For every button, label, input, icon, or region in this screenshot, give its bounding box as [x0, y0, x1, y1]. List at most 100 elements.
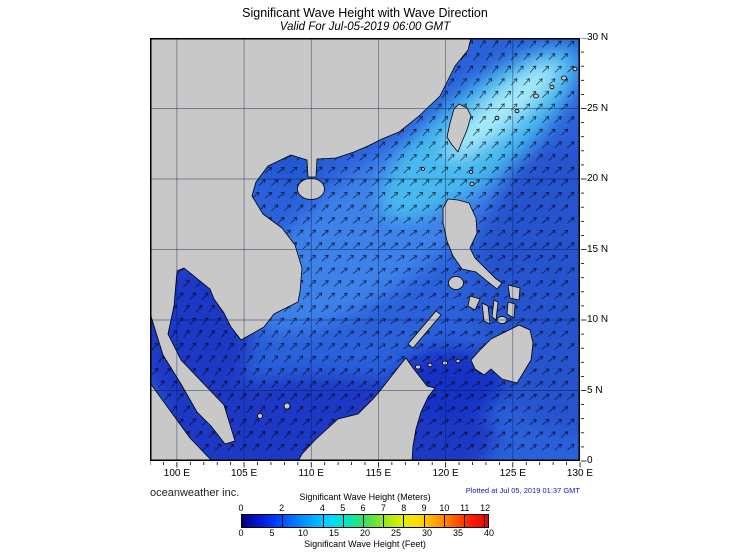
wave-arrow: [346, 330, 354, 337]
lon-tick-label: 110 E: [298, 468, 324, 479]
wave-arrow: [151, 342, 159, 350]
wave-arrow: [503, 267, 512, 274]
wave-arrow: [472, 406, 481, 413]
wave-arrow: [365, 166, 373, 174]
wave-arrow: [441, 115, 448, 124]
wave-arrow: [365, 242, 373, 249]
wave-arrow: [334, 280, 342, 287]
wave-arrow: [284, 355, 291, 363]
wave-arrow: [523, 78, 530, 86]
wave-arrow: [529, 242, 537, 249]
wave-arrow: [290, 443, 298, 451]
island-panay: [467, 295, 481, 311]
wave-arrow: [541, 343, 550, 350]
wave-arrow: [428, 444, 436, 451]
wave-arrow: [327, 393, 335, 401]
wave-arrow: [208, 304, 215, 313]
wave-arrow: [365, 368, 373, 375]
wave-arrow: [302, 342, 310, 350]
wave-arrow: [473, 52, 480, 61]
wave-arrow: [378, 242, 386, 249]
wave-arrow: [290, 368, 297, 376]
wave-arrow: [554, 292, 562, 300]
island-ryukyu-6: [572, 66, 578, 72]
lon-tick-label: 115 E: [365, 468, 392, 479]
wave-arrow: [359, 305, 367, 312]
wave-arrow: [466, 394, 474, 400]
wave-arrow: [542, 65, 549, 73]
wave-arrow: [447, 356, 456, 362]
wave-arrow: [296, 355, 304, 363]
wave-arrow: [517, 65, 524, 73]
wave-arrow: [567, 292, 575, 300]
wave-arrow: [548, 128, 556, 136]
wave-arrow: [246, 355, 253, 363]
wave-arrow: [453, 166, 461, 174]
wave-arrow: [497, 230, 506, 236]
colorbar-meters-scale: 0 2 4 5 6 7 8 9 10 11 12: [238, 503, 490, 514]
wave-arrow: [485, 179, 493, 186]
wave-arrow: [396, 356, 405, 362]
wave-arrow: [302, 292, 310, 300]
wave-arrow: [536, 53, 543, 61]
wave-arrow: [309, 355, 316, 363]
wave-arrow: [497, 204, 506, 211]
wave-arrow: [346, 355, 354, 363]
wave-arrow: [340, 217, 348, 224]
wave-arrow: [327, 242, 335, 249]
wave-arrow: [334, 330, 342, 338]
colorbar-divider: [342, 515, 344, 527]
wave-arrow: [560, 255, 569, 262]
island-sulu-4: [455, 358, 461, 364]
valid-time-subtitle: Valid For Jul-05-2019 06:00 GMT: [279, 21, 451, 33]
wave-arrow: [510, 103, 518, 111]
wave-arrow: [517, 40, 524, 48]
wave-arrow: [327, 267, 335, 275]
wave-arrow: [391, 141, 398, 149]
wave-arrow: [516, 242, 525, 249]
wave-arrow: [321, 254, 329, 262]
wave-arrow: [290, 317, 297, 325]
wave-arrow: [428, 368, 437, 375]
wave-arrow: [428, 394, 437, 400]
wave-arrow: [554, 40, 562, 48]
wave-arrow: [264, 166, 273, 174]
wave-arrow: [309, 305, 316, 313]
wave-arrow: [479, 166, 487, 174]
wave-arrow: [221, 380, 228, 388]
wave-arrow: [151, 368, 159, 376]
wave-arrow: [208, 431, 215, 439]
wave-arrow: [542, 191, 550, 199]
wave-arrow: [296, 204, 304, 212]
wave-arrow: [567, 393, 575, 400]
wave-arrow: [227, 443, 234, 451]
wave-arrow: [535, 381, 544, 388]
wave-arrow: [409, 179, 417, 186]
island-sulu-1: [415, 364, 421, 370]
wave-arrow: [523, 128, 531, 136]
wave-arrow: [378, 293, 386, 299]
wave-arrow: [548, 255, 556, 262]
wave-arrow: [271, 380, 278, 388]
wave-arrow: [390, 343, 399, 350]
wave-arrow: [215, 342, 221, 351]
wave-arrow: [258, 179, 266, 186]
wave-arrow: [202, 443, 209, 451]
wave-arrow: [473, 78, 480, 86]
wave-arrow: [403, 293, 411, 299]
wave-arrow: [453, 293, 462, 299]
colorbar-title-meters: Significant Wave Height (Meters): [299, 492, 431, 502]
wave-arrow: [497, 406, 506, 413]
wave-arrow: [415, 268, 424, 274]
wave-arrow: [548, 381, 556, 388]
wave-arrow: [365, 393, 373, 400]
wave-arrow: [215, 317, 221, 325]
wave-arrow: [327, 191, 335, 199]
feet-scale-label: 30: [421, 528, 433, 538]
wave-arrow: [384, 255, 392, 262]
wave-arrow: [492, 40, 499, 48]
wave-arrow: [554, 91, 562, 98]
wave-arrow: [208, 380, 215, 388]
wave-arrow: [516, 393, 525, 400]
wave-arrow: [340, 393, 348, 401]
